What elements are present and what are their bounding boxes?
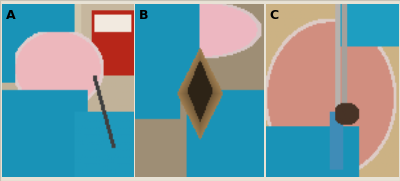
Text: C: C (270, 9, 279, 22)
Text: A: A (6, 9, 16, 22)
Text: B: B (139, 9, 148, 22)
